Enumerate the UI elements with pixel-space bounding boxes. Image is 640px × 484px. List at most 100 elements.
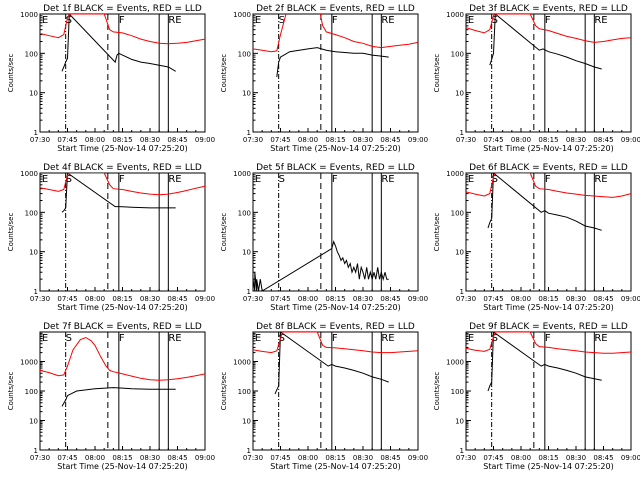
x-tick-label: 08:15 bbox=[112, 454, 132, 462]
y-tick-label: 1000 bbox=[233, 359, 251, 367]
event-marker-label: S bbox=[279, 15, 285, 26]
detector-panel: Det 6f BLACK = Events, RED = LLD 07:30 07:… bbox=[433, 163, 640, 312]
x-tick-label: 08:45 bbox=[167, 295, 187, 303]
y-tick-label: 1000 bbox=[20, 11, 38, 19]
x-tick-label: 09:00 bbox=[195, 295, 215, 303]
event-marker-label: E bbox=[255, 174, 261, 185]
y-tick-label: 100 bbox=[238, 388, 251, 396]
y-tick-label: 100 bbox=[25, 50, 38, 58]
y-tick-label: 1 bbox=[460, 447, 464, 455]
lld-series-line bbox=[40, 336, 205, 381]
x-tick-label: 08:30 bbox=[566, 295, 586, 303]
detector-panel: Det 9f BLACK = Events, RED = LLD 07:30 07:… bbox=[433, 322, 640, 471]
y-tick-label: 1000 bbox=[446, 359, 464, 367]
event-marker-label: E bbox=[468, 333, 474, 344]
event-marker-label: S bbox=[66, 174, 72, 185]
plot-frame bbox=[39, 331, 206, 451]
x-tick-label: 08:15 bbox=[112, 295, 132, 303]
event-marker-label: F bbox=[119, 333, 125, 344]
event-marker-label: E bbox=[255, 15, 261, 26]
detector-panel: Det 4f BLACK = Events, RED = LLD 07:30 07:… bbox=[7, 163, 215, 312]
event-marker-label: RE bbox=[168, 333, 181, 344]
x-tick-label: 08:15 bbox=[538, 136, 558, 144]
x-tick-label: 08:45 bbox=[593, 454, 613, 462]
y-tick-label: 100 bbox=[451, 388, 464, 396]
chart-title: Det 9f BLACK = Events, RED = LLD bbox=[469, 322, 628, 332]
y-tick-label: 1 bbox=[460, 129, 464, 137]
x-tick-label: 09:00 bbox=[408, 136, 428, 144]
x-tick-label: 09:00 bbox=[408, 295, 428, 303]
lld-series-line bbox=[466, 332, 631, 354]
series-group bbox=[253, 332, 418, 395]
x-tick-label: 08:45 bbox=[167, 136, 187, 144]
series-group bbox=[40, 336, 205, 407]
x-tick-label: 07:30 bbox=[30, 454, 50, 462]
event-marker-label: F bbox=[545, 333, 551, 344]
y-tick-label: 1 bbox=[247, 288, 251, 296]
events-series-line bbox=[61, 14, 176, 72]
x-axis-label: Start Time (25-Nov-14 07:25:20) bbox=[270, 303, 400, 312]
x-tick-label: 07:30 bbox=[243, 136, 263, 144]
y-tick-label: 1000 bbox=[20, 359, 38, 367]
event-marker-label: RE bbox=[594, 15, 607, 26]
y-tick-label: 1 bbox=[34, 447, 38, 455]
x-tick-label: 09:00 bbox=[195, 136, 215, 144]
x-tick-label: 08:00 bbox=[298, 454, 318, 462]
events-series-line bbox=[489, 14, 602, 70]
event-marker-label: E bbox=[255, 333, 261, 344]
x-tick-label: 08:45 bbox=[380, 454, 400, 462]
event-marker-label: RE bbox=[381, 174, 394, 185]
y-tick-label: 10 bbox=[29, 418, 38, 426]
event-marker-label: E bbox=[42, 333, 48, 344]
chart-title: Det 4f BLACK = Events, RED = LLD bbox=[43, 163, 202, 173]
events-series-line bbox=[61, 387, 176, 407]
y-tick-label: 100 bbox=[25, 209, 38, 217]
x-axis-label: Start Time (25-Nov-14 07:25:20) bbox=[57, 462, 187, 471]
x-axis-label: Start Time (25-Nov-14 07:25:20) bbox=[483, 303, 613, 312]
events-series-line bbox=[61, 173, 176, 213]
lld-series-line bbox=[40, 14, 205, 45]
y-tick-label: 1000 bbox=[446, 11, 464, 19]
event-marker-label: S bbox=[279, 333, 285, 344]
x-tick-label: 08:30 bbox=[353, 295, 373, 303]
x-tick-label: 08:00 bbox=[298, 136, 318, 144]
event-marker-label: E bbox=[468, 174, 474, 185]
series-group bbox=[253, 14, 418, 78]
y-tick-label: 1000 bbox=[446, 170, 464, 178]
detector-panel: Det 3f BLACK = Events, RED = LLD 07:30 07:… bbox=[433, 4, 640, 153]
y-tick-label: 1 bbox=[460, 288, 464, 296]
y-axis-label: Counts/sec bbox=[433, 213, 441, 252]
y-tick-label: 10 bbox=[242, 418, 251, 426]
event-marker-label: F bbox=[119, 15, 125, 26]
x-tick-label: 07:30 bbox=[456, 454, 476, 462]
y-tick-label: 10 bbox=[242, 249, 251, 257]
x-tick-label: 08:30 bbox=[140, 136, 160, 144]
event-marker-label: RE bbox=[594, 174, 607, 185]
x-tick-label: 08:15 bbox=[325, 136, 345, 144]
y-tick-label: 100 bbox=[451, 209, 464, 217]
x-tick-label: 08:00 bbox=[85, 295, 105, 303]
x-tick-label: 07:30 bbox=[30, 136, 50, 144]
event-marker-label: RE bbox=[381, 15, 394, 26]
x-tick-label: 08:15 bbox=[325, 295, 345, 303]
x-tick-label: 08:00 bbox=[85, 454, 105, 462]
y-axis-label: Counts/sec bbox=[7, 213, 15, 252]
chart-title: Det 7f BLACK = Events, RED = LLD bbox=[43, 322, 202, 332]
x-tick-label: 08:15 bbox=[538, 295, 558, 303]
y-tick-label: 10 bbox=[455, 90, 464, 98]
x-tick-label: 09:00 bbox=[621, 454, 640, 462]
event-marker-label: E bbox=[42, 174, 48, 185]
x-axis-label: Start Time (25-Nov-14 07:25:20) bbox=[270, 462, 400, 471]
plot-frame bbox=[252, 331, 419, 451]
y-tick-label: 1 bbox=[34, 288, 38, 296]
y-tick-label: 100 bbox=[238, 50, 251, 58]
plot-frame bbox=[465, 13, 632, 133]
x-tick-label: 07:45 bbox=[270, 295, 290, 303]
x-tick-label: 08:30 bbox=[566, 454, 586, 462]
y-tick-label: 10 bbox=[242, 90, 251, 98]
x-tick-label: 08:00 bbox=[85, 136, 105, 144]
lld-series-line bbox=[253, 332, 418, 354]
series-group bbox=[466, 14, 631, 70]
